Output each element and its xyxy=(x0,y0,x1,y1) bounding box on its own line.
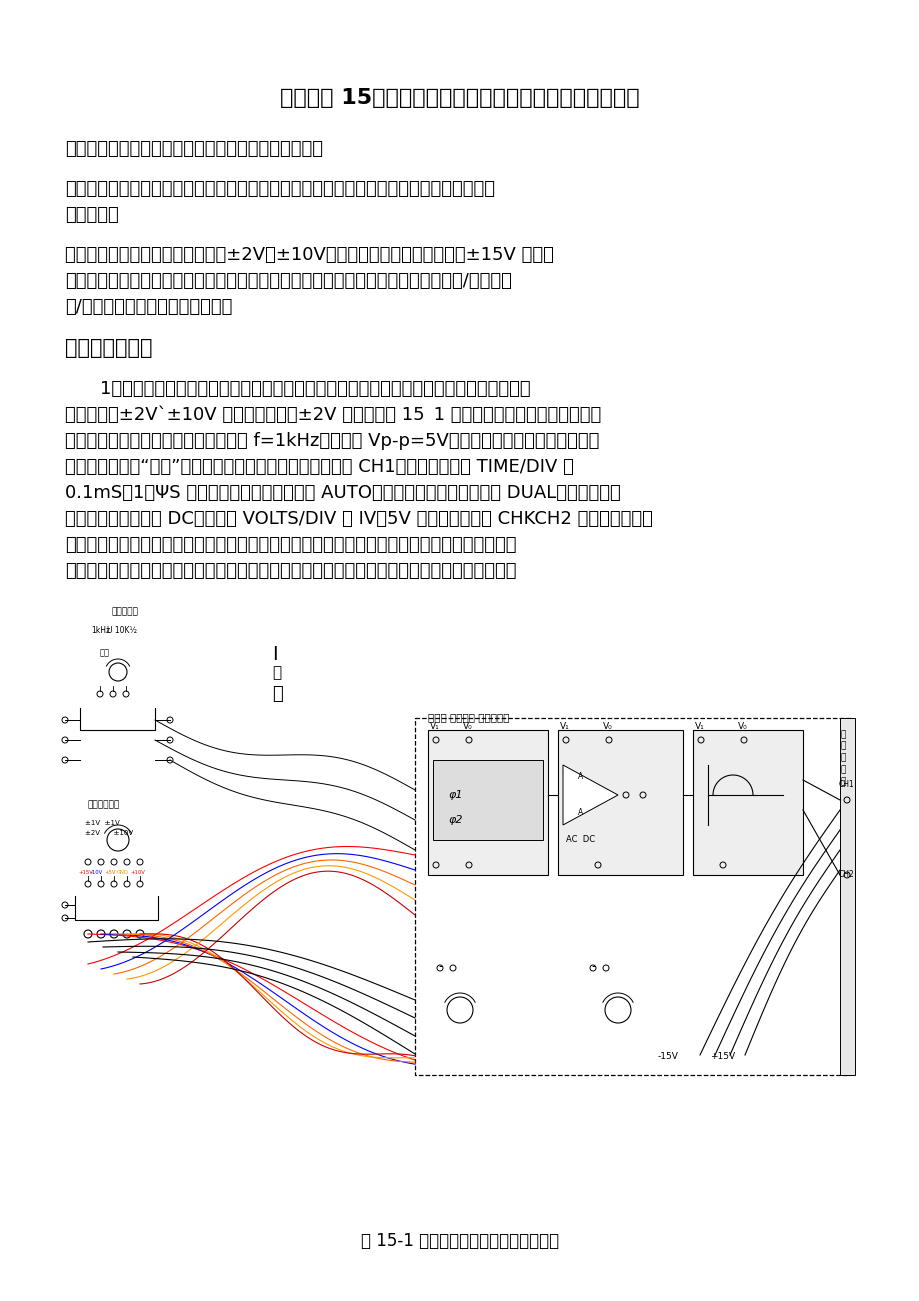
Text: V₁: V₁ xyxy=(560,722,569,731)
Text: 1、相敏检波器电路调试：将主机筱的音频振荡器的幅度调到最小（幅度旋鈕逆时针轻轻转: 1、相敏检波器电路调试：将主机筱的音频振荡器的幅度调到最小（幅度旋鈕逆时针轻轻转 xyxy=(100,380,530,398)
Text: ：: ： xyxy=(272,665,281,680)
Polygon shape xyxy=(839,718,854,1075)
Text: 器/低通滤波器模板、双踪示波器。: 器/低通滤波器模板、双踪示波器。 xyxy=(65,298,233,316)
Text: V₀: V₀ xyxy=(602,722,612,731)
Polygon shape xyxy=(433,760,542,840)
Text: 二、基本原理：交流激励时霏尔式传感器与直流激励一样，基本工作原理相同，不同之处是: 二、基本原理：交流激励时霏尔式传感器与直流激励一样，基本工作原理相同，不同之处是 xyxy=(65,180,494,198)
Text: -: - xyxy=(437,960,442,973)
Text: 双
踪
示
波
器: 双 踪 示 波 器 xyxy=(840,730,845,786)
Text: 幅度: 幅度 xyxy=(100,648,110,657)
Text: 移动光迹线居中后再去测量波形。）。调节相敏检波器的电位器鈕使示波器显示幅値相等、相位: 移动光迹线居中后再去测量波形。）。调节相敏检波器的电位器鈕使示波器显示幅値相等、… xyxy=(65,536,516,554)
Text: 主机筱电源开关，调节音频振荡器频率 f=1kHz，峰峰値 Vp-p=5V（用示波器测量。提示：正确选: 主机筱电源开关，调节音频振荡器频率 f=1kHz，峰峰値 Vp-p=5V（用示波… xyxy=(65,432,598,450)
Text: 音频振荡器: 音频振荡器 xyxy=(112,608,139,615)
Text: 直流稳压电源: 直流稳压电源 xyxy=(88,800,120,809)
Text: 机: 机 xyxy=(272,686,282,703)
Text: -10V: -10V xyxy=(91,870,103,876)
Text: ±1V  ±1V: ±1V ±1V xyxy=(85,820,119,826)
Text: 实操练习 15：线性霏尔传感器交流激励时的位移性能测试: 实操练习 15：线性霏尔传感器交流激励时的位移性能测试 xyxy=(280,88,639,108)
Text: +15V: +15V xyxy=(78,870,93,876)
Text: V₀: V₀ xyxy=(462,722,472,731)
Text: +10V: +10V xyxy=(130,870,144,876)
Text: +5V: +5V xyxy=(104,870,116,876)
Text: 到底），将±2V`±10V 可调电源调节到±2V 档，再按图 15 1 示意接线，检查接线无误后合上: 到底），将±2V`±10V 可调电源调节到±2V 档，再按图 15 1 示意接线… xyxy=(65,406,601,424)
Text: GND: GND xyxy=(117,870,129,876)
Polygon shape xyxy=(562,765,618,825)
Text: 图 15-1 相敏检波器电路调试接线示意图: 图 15-1 相敏检波器电路调试接线示意图 xyxy=(360,1232,559,1250)
Text: +15V: +15V xyxy=(709,1053,734,1062)
Text: 移和拍 相敏检幽 低通滤波器: 移和拍 相敏检幽 低通滤波器 xyxy=(427,712,509,722)
Polygon shape xyxy=(427,730,548,876)
Text: -: - xyxy=(590,960,595,973)
Text: φ2: φ2 xyxy=(448,814,462,825)
Text: 一、测试目的：了解交流激励时霏尔式传感器的特性。: 一、测试目的：了解交流激励时霏尔式传感器的特性。 xyxy=(65,141,323,157)
Text: ±2V      ±10V: ±2V ±10V xyxy=(85,830,133,837)
Text: 1kHz: 1kHz xyxy=(91,626,110,635)
Text: AC  DC: AC DC xyxy=(565,835,595,844)
Polygon shape xyxy=(692,730,802,876)
Text: φ1: φ1 xyxy=(448,790,462,800)
Text: 三、需用器件与单元：主机筱中的±2V～±10V（步进可调）直流稳压电源、±15V 直流稳: 三、需用器件与单元：主机筱中的±2V～±10V（步进可调）直流稳压电源、±15V… xyxy=(65,246,553,264)
Text: 择双踪示波器的“触发”方式及其它设置，触发源选择内触发 CH1、水平扫描速度 TIME/DIV 在: 择双踪示波器的“触发”方式及其它设置，触发源选择内触发 CH1、水平扫描速度 T… xyxy=(65,458,573,476)
Text: 四、测试步骤：: 四、测试步骤： xyxy=(65,338,153,358)
Text: I: I xyxy=(272,645,278,664)
Polygon shape xyxy=(558,730,682,876)
Text: A: A xyxy=(577,771,583,781)
Text: U 10K½: U 10K½ xyxy=(107,626,137,635)
Text: V₁: V₁ xyxy=(694,722,704,731)
Text: -15V: -15V xyxy=(657,1053,678,1062)
Text: 测量电路。: 测量电路。 xyxy=(65,206,119,224)
Text: V₁: V₁ xyxy=(429,722,439,731)
Text: CH1: CH1 xyxy=(838,781,854,788)
Text: 0.1mS～1（ΨS 范围内选择、触发方式选择 AUTO；垂直显示方式为双踪显示 DUAL、垂直输入耦: 0.1mS～1（ΨS 范围内选择、触发方式选择 AUTO；垂直显示方式为双踪显示… xyxy=(65,484,620,502)
Text: 合方式选择直流耦合 DC、灵敏度 VOLTS/DIV 在 IV～5V 范围内选择。当 CHKCH2 输入对地短接时: 合方式选择直流耦合 DC、灵敏度 VOLTS/DIV 在 IV～5V 范围内选择… xyxy=(65,510,652,528)
Text: 压电源、音频振荡器、电压表；测微头、霏尔传感器、霏尔传感器实验模板、移相器/相敏检波: 压电源、音频振荡器、电压表；测微头、霏尔传感器、霏尔传感器实验模板、移相器/相敏… xyxy=(65,272,511,290)
Text: 相反的两个波形。到此，相敏检波器电路已调试完毕，以后不要触碰这个电位器鈕。关闭电源。: 相反的两个波形。到此，相敏检波器电路已调试完毕，以后不要触碰这个电位器鈕。关闭电… xyxy=(65,562,516,580)
Text: CH2: CH2 xyxy=(838,870,854,879)
Text: V₀: V₀ xyxy=(737,722,747,731)
Text: A: A xyxy=(577,808,583,817)
